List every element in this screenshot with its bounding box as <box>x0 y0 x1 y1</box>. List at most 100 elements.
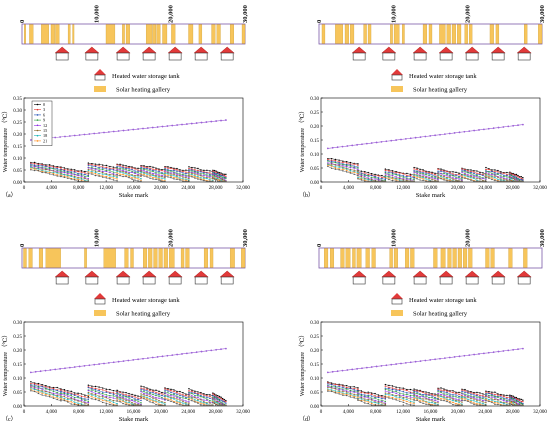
series-point <box>443 171 445 173</box>
series-point <box>143 166 145 168</box>
series-point <box>416 168 418 171</box>
storage-tank-icon <box>464 270 480 285</box>
series-point <box>194 172 196 174</box>
series-point <box>209 177 211 179</box>
series-point <box>125 173 127 175</box>
series-point <box>134 398 136 400</box>
series-point <box>73 171 76 173</box>
series-point <box>182 402 184 404</box>
series-point <box>73 176 76 179</box>
series-point <box>203 174 205 177</box>
series-point <box>91 162 93 165</box>
series-point <box>33 169 36 172</box>
series-point <box>134 177 136 179</box>
series-point <box>381 395 383 397</box>
upper-series-point <box>146 127 149 129</box>
series-point <box>395 398 397 400</box>
series-point <box>143 388 145 390</box>
series-point <box>176 170 178 172</box>
series-point <box>449 395 451 398</box>
series-point <box>345 384 348 387</box>
x-axis-label: Stake mark <box>119 416 149 421</box>
series-point <box>517 403 519 405</box>
upper-series-point <box>54 136 57 139</box>
series-point <box>119 174 121 177</box>
series-point <box>470 399 472 402</box>
series-point <box>512 176 514 178</box>
series-point <box>84 399 86 402</box>
series-point <box>506 178 508 180</box>
upper-series-point <box>463 130 466 133</box>
x-tick-label: 20,000 <box>154 410 168 415</box>
series-point <box>109 395 111 397</box>
tank-body <box>220 276 234 285</box>
series-point <box>384 178 387 181</box>
series-point <box>125 391 127 394</box>
series-point <box>345 164 348 167</box>
series-point <box>173 395 175 397</box>
series-point <box>461 399 463 401</box>
series-point <box>112 168 115 170</box>
series-point <box>406 392 408 394</box>
series-point <box>67 393 69 396</box>
series-point <box>455 402 457 405</box>
series-point <box>87 175 90 178</box>
series-point <box>388 174 390 176</box>
series-point <box>338 164 340 166</box>
series-point <box>134 401 136 403</box>
gallery-block <box>523 248 528 268</box>
series-point <box>458 403 460 405</box>
legend-series-label: 9 <box>43 118 45 123</box>
strip-tick-label: 10,000 <box>390 229 397 247</box>
upper-series-point <box>395 139 398 141</box>
series-point <box>191 166 193 169</box>
tank-roof <box>141 46 157 54</box>
upper-series-point <box>83 133 86 136</box>
upper-series-point <box>473 129 476 132</box>
series-point <box>522 404 524 406</box>
series-point <box>399 172 401 174</box>
series-point <box>45 167 47 169</box>
series-point <box>449 398 451 401</box>
series-point <box>449 397 451 399</box>
series-point <box>105 166 107 169</box>
series-point <box>185 178 187 180</box>
series-point <box>434 394 436 397</box>
series-point <box>152 396 154 398</box>
series-point <box>221 178 224 181</box>
series-point <box>131 167 133 169</box>
series-point <box>155 403 157 406</box>
series-point <box>197 393 199 396</box>
series-point <box>80 393 83 395</box>
series-point <box>443 178 445 180</box>
series-point <box>464 393 466 395</box>
series-point <box>370 393 373 396</box>
series-point <box>143 172 145 174</box>
series-point <box>388 386 390 389</box>
series-point <box>455 171 457 174</box>
series-point <box>134 403 136 405</box>
series-point <box>146 387 148 389</box>
series-point <box>503 397 505 399</box>
series-point <box>402 176 404 178</box>
series-point <box>370 178 373 181</box>
series-point <box>479 397 481 399</box>
series-point <box>388 392 390 395</box>
series-point <box>464 177 466 179</box>
series-point <box>215 175 217 178</box>
gallery-block <box>50 24 55 44</box>
upper-series-point <box>507 349 510 352</box>
series-point <box>384 393 387 396</box>
upper-series-point <box>341 369 344 372</box>
series-point <box>353 167 355 169</box>
series-point <box>200 169 202 171</box>
series-point <box>349 164 352 166</box>
series-point <box>87 400 90 403</box>
series-point <box>384 392 387 394</box>
storage-tank-icon <box>219 46 235 61</box>
series-point <box>137 400 139 402</box>
series-point <box>452 173 454 175</box>
series-point <box>367 173 369 176</box>
series-point <box>200 404 202 406</box>
